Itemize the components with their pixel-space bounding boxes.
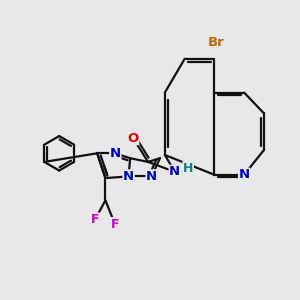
- Text: Br: Br: [208, 36, 224, 49]
- Text: N: N: [169, 165, 180, 178]
- Text: F: F: [91, 213, 99, 226]
- Text: O: O: [128, 132, 139, 145]
- Text: N: N: [123, 170, 134, 183]
- Text: F: F: [111, 218, 119, 231]
- Text: N: N: [110, 147, 121, 160]
- Text: N: N: [146, 170, 157, 183]
- Text: H: H: [183, 162, 193, 175]
- Text: N: N: [238, 168, 250, 181]
